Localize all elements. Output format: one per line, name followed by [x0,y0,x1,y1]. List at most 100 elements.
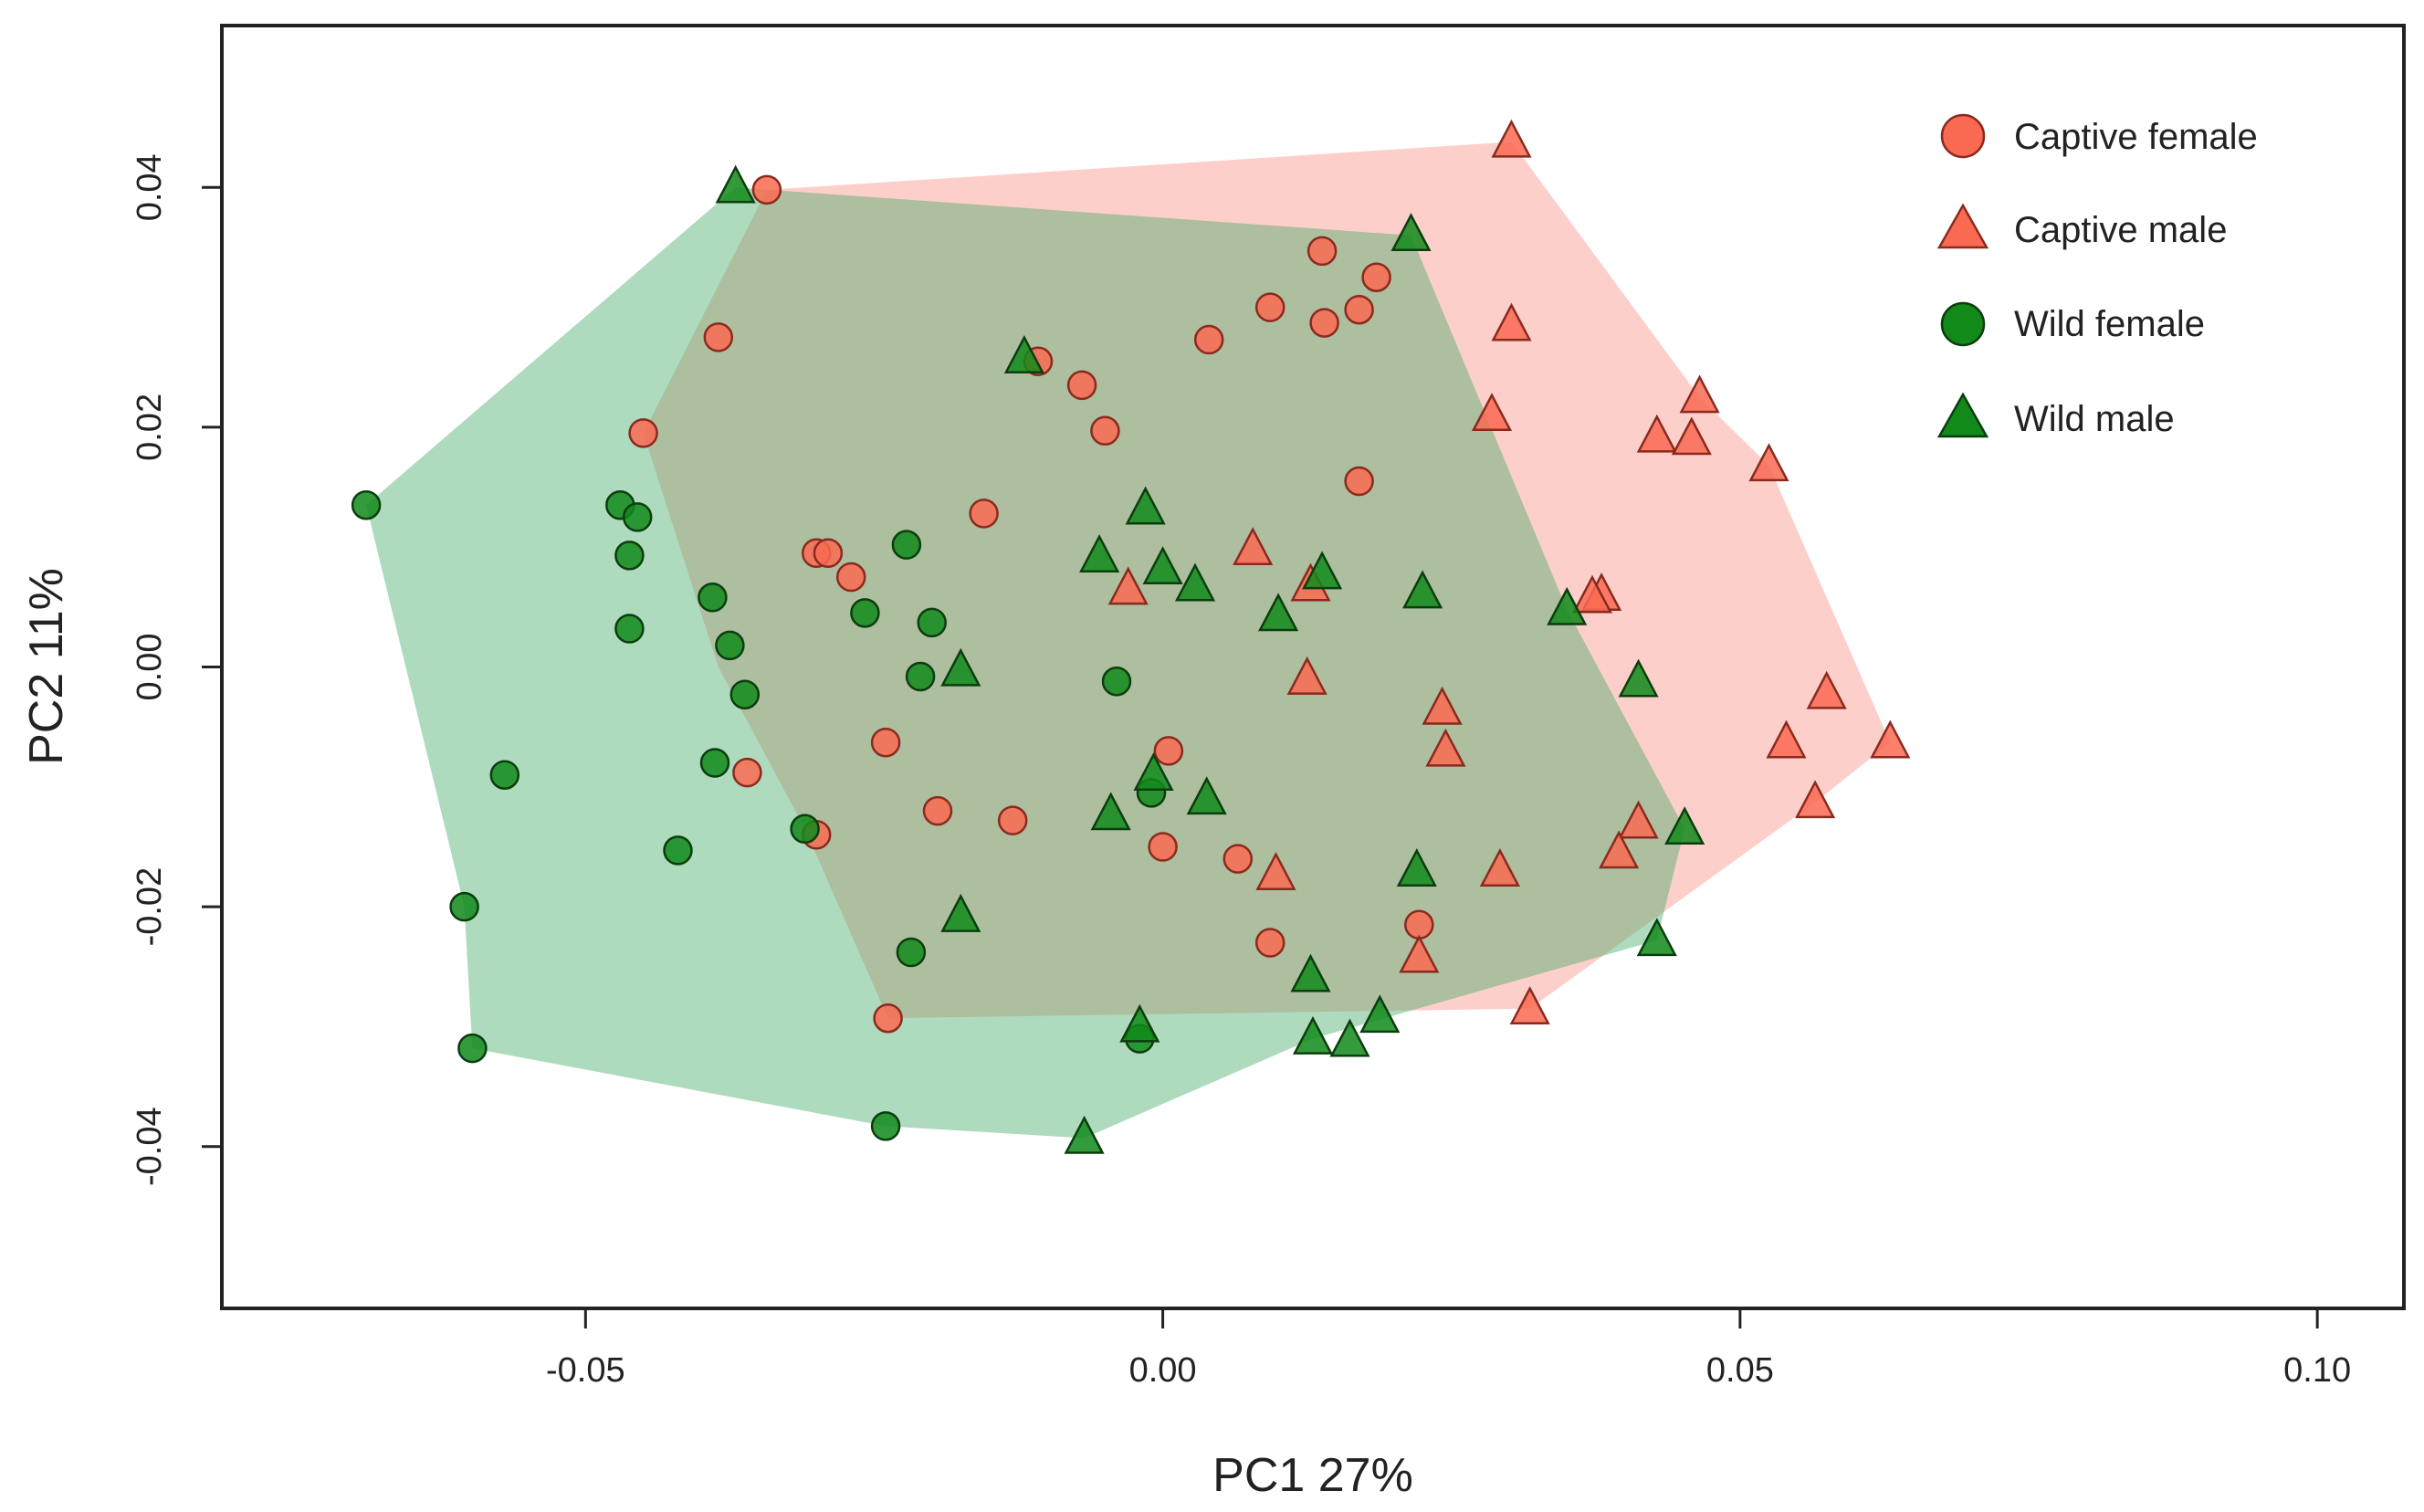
x-tick-label-3: 0.10 [2283,1351,2351,1390]
legend-marker-wild-female [1940,301,1986,347]
captive-male-point-15 [1425,728,1466,767]
x-axis: -0.05 0.00 0.05 0.10 [546,1308,2351,1390]
captive-female-point-1 [751,174,782,205]
wild-male-point-13 [1618,658,1659,698]
captive-male-point-3 [1471,393,1513,432]
hull-layer [366,142,1891,1139]
captive-male-point-24 [1399,934,1440,973]
captive-male-point-7 [1748,443,1789,482]
wild-female-point-21 [870,1111,901,1141]
captive-female-point-8 [1254,292,1285,322]
wild-female-point-17 [790,814,820,845]
wild-female-point-5 [614,614,645,644]
wild-male-point-20 [1636,918,1677,957]
x-axis-title: PC1 27% [1212,1449,1413,1502]
captive-male-point-4 [1679,374,1720,414]
captive-male-point-8 [1233,527,1274,566]
captive-female-point-13 [1344,466,1374,497]
wild-male-point-5 [1079,534,1120,572]
captive-female-point-20 [922,795,953,826]
y-tick-label-4: 0.04 [131,153,169,221]
wild-female-point-8 [729,679,761,709]
captive-female-point-12 [1344,294,1374,325]
captive-female-point-25 [1254,928,1285,958]
captive-female-point-2 [703,322,734,352]
legend-marker-captive-male [1936,203,1989,249]
captive-male-point-22 [1255,852,1296,890]
wild-male-point-4 [1125,486,1166,525]
wild-male-point-17 [1664,806,1705,845]
wild-female-point-15 [699,748,730,778]
captive-male-point-1 [1491,119,1532,158]
y-axis: -0.04 -0.02 0.00 0.02 0.04 [131,153,222,1186]
wild-male-point-23 [1359,994,1401,1034]
captive-male-point-25 [1509,986,1550,1024]
y-tick-label-3: 0.02 [131,394,169,461]
y-tick-label-0: -0.04 [131,1107,169,1186]
wild-female-point-12 [905,661,936,692]
captive-male-point-23 [1479,848,1520,887]
captive-male-point-13 [1286,656,1327,695]
captive-female-point-5 [1066,370,1097,401]
wild-male-point-14 [1133,752,1174,791]
hull-wild [366,187,1685,1139]
captive-female-point-26 [1404,909,1434,940]
wild-male-point-24 [1292,1015,1334,1055]
x-tick-label-2: 0.05 [1706,1351,1774,1390]
captive-female-point-14 [969,499,999,529]
wild-male-point-21 [1290,953,1331,992]
point-layer [351,119,1911,1154]
captive-male-point-21 [1599,830,1640,869]
captive-male-point-18 [1870,719,1911,759]
legend-marker-wild-male [1936,392,1989,438]
wild-male-point-25 [1329,1018,1370,1057]
captive-female-point-16 [813,538,844,569]
captive-female-point-19 [870,727,901,758]
legend-label-wild-female: Wild female [2014,304,2205,344]
y-tick-label-1: -0.02 [131,867,169,947]
wild-male-point-7 [1174,562,1216,602]
captive-female-point-23 [1153,736,1184,766]
wild-female-point-10 [850,598,880,628]
legend-label-captive-female: Captive female [2014,117,2258,157]
wild-female-point-13 [1101,667,1132,697]
wild-male-point-16 [1090,792,1131,831]
wild-female-point-20 [896,937,927,968]
captive-female-point-10 [1309,308,1339,338]
hull-captive [643,142,1891,1019]
wild-female-point-6 [698,583,728,613]
captive-female-point-18 [732,757,762,788]
x-tick-label-0: -0.05 [546,1351,625,1390]
wild-female-point-3 [622,502,653,532]
captive-male-point-17 [1766,719,1807,759]
captive-male-point-5 [1636,414,1677,453]
x-tick-label-1: 0.00 [1129,1351,1197,1390]
wild-male-point-12 [940,647,981,687]
captive-female-point-3 [628,418,658,448]
captive-male-point-12 [1571,574,1613,614]
wild-female-point-1 [351,489,382,520]
wild-female-point-7 [715,630,745,661]
legend: Captive female Captive male Wild female … [1936,113,2258,439]
captive-female-point-22 [1148,832,1178,862]
wild-female-point-18 [449,891,479,922]
wild-female-point-16 [663,835,693,866]
wild-male-point-19 [940,893,981,932]
captive-female-point-28 [873,1003,903,1034]
captive-female-point-21 [997,805,1028,835]
captive-male-point-2 [1491,302,1532,341]
captive-female-point-9 [1306,236,1338,267]
wild-female-point-4 [614,541,645,571]
wild-male-point-18 [1396,848,1437,887]
wild-female-point-11 [917,607,947,638]
captive-female-point-11 [1361,262,1391,292]
wild-male-point-22 [1119,1003,1160,1043]
captive-female-point-7 [1193,324,1224,355]
wild-male-point-9 [1258,593,1299,632]
y-axis-title: PC2 11% [20,568,73,765]
captive-male-point-20 [1618,800,1659,839]
wild-male-point-11 [1547,586,1588,625]
wild-male-point-15 [1186,776,1227,815]
captive-male-point-6 [1671,416,1712,456]
